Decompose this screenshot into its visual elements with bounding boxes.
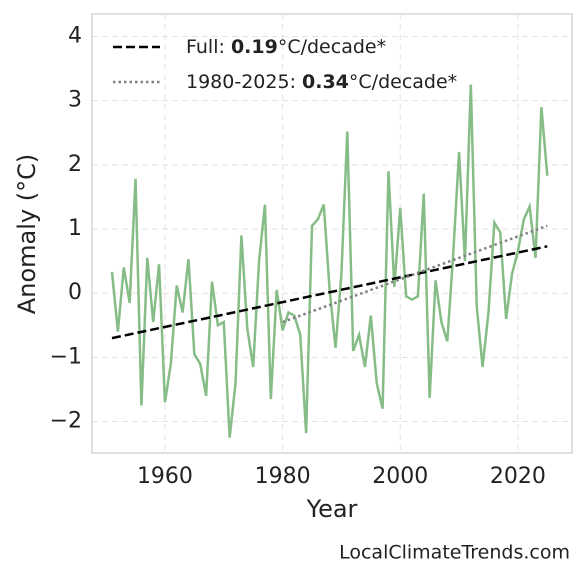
y-tick-label: 3 <box>68 88 82 113</box>
x-axis-label: Year <box>306 495 358 523</box>
x-tick-label: 1980 <box>255 464 311 489</box>
x-tick-label: 2000 <box>372 464 428 489</box>
legend-label: Full: 0.19°C/decade* <box>186 36 386 58</box>
data-line <box>110 84 549 438</box>
trend-line <box>111 245 548 340</box>
y-axis-label: Anomaly (°C) <box>13 154 41 314</box>
y-tick-label: 0 <box>68 280 82 305</box>
legend-label: 1980-2025: 0.34°C/decade* <box>186 71 457 93</box>
plot-frame <box>91 13 573 454</box>
y-tick-label: −2 <box>50 409 82 434</box>
watermark: LocalClimateTrends.com <box>339 542 570 564</box>
x-tick-label: 1960 <box>137 464 193 489</box>
y-tick-label: 2 <box>68 152 82 177</box>
x-tick-label: 2020 <box>490 464 546 489</box>
y-tick-label: 4 <box>68 23 82 48</box>
y-tick-label: 1 <box>68 216 82 241</box>
y-tick-label: −1 <box>50 344 82 369</box>
